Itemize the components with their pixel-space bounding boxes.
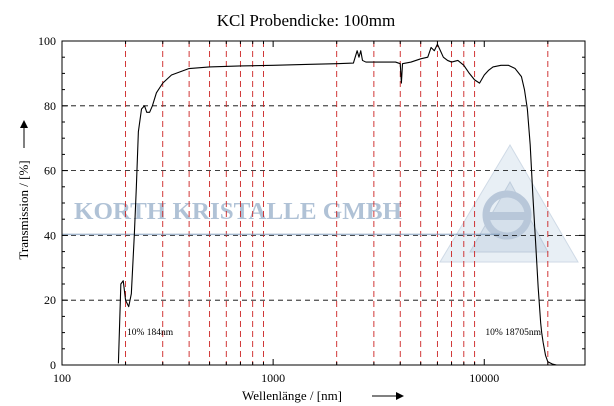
watermark-text: KORTH KRISTALLE GMBH bbox=[74, 199, 402, 225]
y-axis-label: Transmission / [%] bbox=[16, 160, 31, 259]
x-tick-label-100: 100 bbox=[53, 371, 71, 385]
annotation-label: 10% 18705nm bbox=[485, 328, 541, 338]
y-tick-label-20: 20 bbox=[44, 293, 56, 307]
x-tick-label-1000: 1000 bbox=[261, 371, 285, 385]
x-axis-label: Wellenlänge / [nm] bbox=[242, 388, 342, 403]
y-tick-label-40: 40 bbox=[44, 228, 56, 242]
y-tick-label-0: 0 bbox=[50, 358, 56, 372]
korth-logo-watermark bbox=[439, 144, 579, 263]
chart-title: KCl Probendicke: 100mm bbox=[217, 11, 395, 30]
y-axis-arrow-icon bbox=[20, 120, 28, 128]
y-tick-label-60: 60 bbox=[44, 164, 56, 178]
annotation-label: 10% 184nm bbox=[127, 328, 174, 338]
y-tick-label-80: 80 bbox=[44, 99, 56, 113]
y-tick-label-100: 100 bbox=[38, 34, 56, 48]
x-axis-arrow-icon bbox=[396, 392, 404, 400]
transmission-series-line bbox=[117, 43, 557, 366]
x-tick-label-10000: 10000 bbox=[469, 371, 499, 385]
